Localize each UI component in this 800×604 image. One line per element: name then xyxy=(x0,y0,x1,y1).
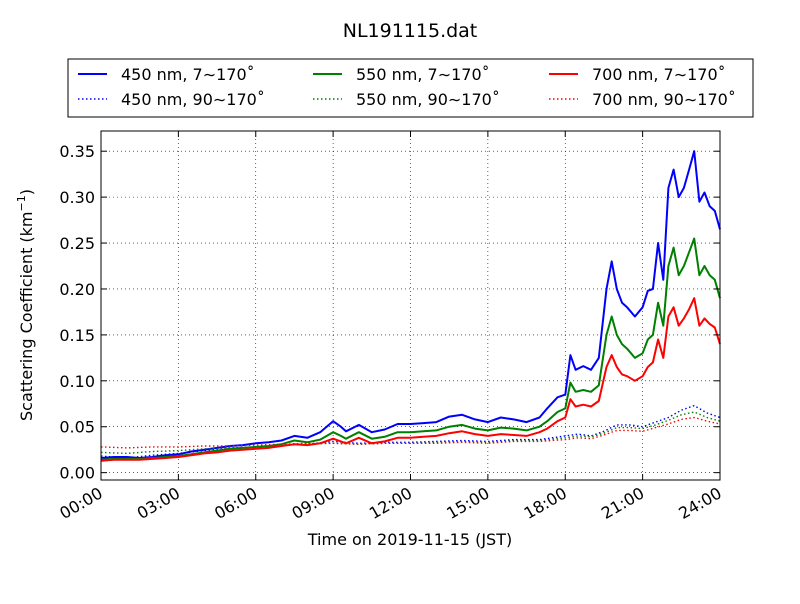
x-tick-label: 12:00 xyxy=(366,483,415,523)
y-tick-label: 0.35 xyxy=(59,142,95,161)
x-axis: 00:00 03:00 06:00 09:00 12:00 15:00 18:00 21:00… xyxy=(56,131,725,523)
y-tick-label: 0.00 xyxy=(59,464,95,483)
x-tick-label: 03:00 xyxy=(134,483,183,523)
y-tick-label: 0.20 xyxy=(59,280,95,299)
series-line-3 xyxy=(100,411,721,455)
x-tick-label: 15:00 xyxy=(443,483,492,523)
x-tick-label: 06:00 xyxy=(211,483,260,523)
legend-box xyxy=(67,58,754,118)
y-tick-label: 0.15 xyxy=(59,326,95,345)
y-axis-label-close: ) xyxy=(17,189,36,195)
y-axis: 0.00 0.05 0.10 0.15 0.20 0.25 0.30 0.35 xyxy=(59,142,720,483)
y-tick-label: 0.10 xyxy=(59,372,95,391)
y-axis-label-unit-exponent: −1 xyxy=(15,195,28,211)
legend-label-2: 550 nm, 7∼170˚ xyxy=(356,65,490,84)
y-axis-label: Scattering Coefficient (km−1) xyxy=(15,189,36,421)
x-tick-label: 18:00 xyxy=(521,483,570,523)
x-tick-label: 09:00 xyxy=(288,483,337,523)
series-line-2 xyxy=(100,237,721,461)
series-layer xyxy=(100,150,721,462)
legend-label-3: 550 nm, 90∼170˚ xyxy=(356,90,500,109)
x-tick-label: 21:00 xyxy=(598,483,647,523)
y-tick-label: 0.30 xyxy=(59,188,95,207)
series-line-4 xyxy=(100,297,721,462)
x-tick-label: 24:00 xyxy=(675,483,724,523)
legend-label-1: 450 nm, 90∼170˚ xyxy=(121,90,265,109)
y-tick-label: 0.05 xyxy=(59,418,95,437)
series-line-0 xyxy=(100,150,721,459)
x-axis-label: Time on 2019-11-15 (JST) xyxy=(307,530,512,549)
y-tick-label: 0.25 xyxy=(59,234,95,253)
x-tick-label: 00:00 xyxy=(56,483,105,523)
legend: 450 nm, 7∼170˚ 450 nm, 90∼170˚ 550 nm, 7∼1… xyxy=(67,58,754,118)
legend-label-5: 700 nm, 90∼170˚ xyxy=(592,90,736,109)
legend-label-0: 450 nm, 7∼170˚ xyxy=(121,65,255,84)
y-axis-label-text: Scattering Coefficient (km xyxy=(17,211,36,421)
chart-title: NL191115.dat xyxy=(343,20,478,42)
legend-label-4: 700 nm, 7∼170˚ xyxy=(592,65,726,84)
series-line-5 xyxy=(100,416,721,449)
